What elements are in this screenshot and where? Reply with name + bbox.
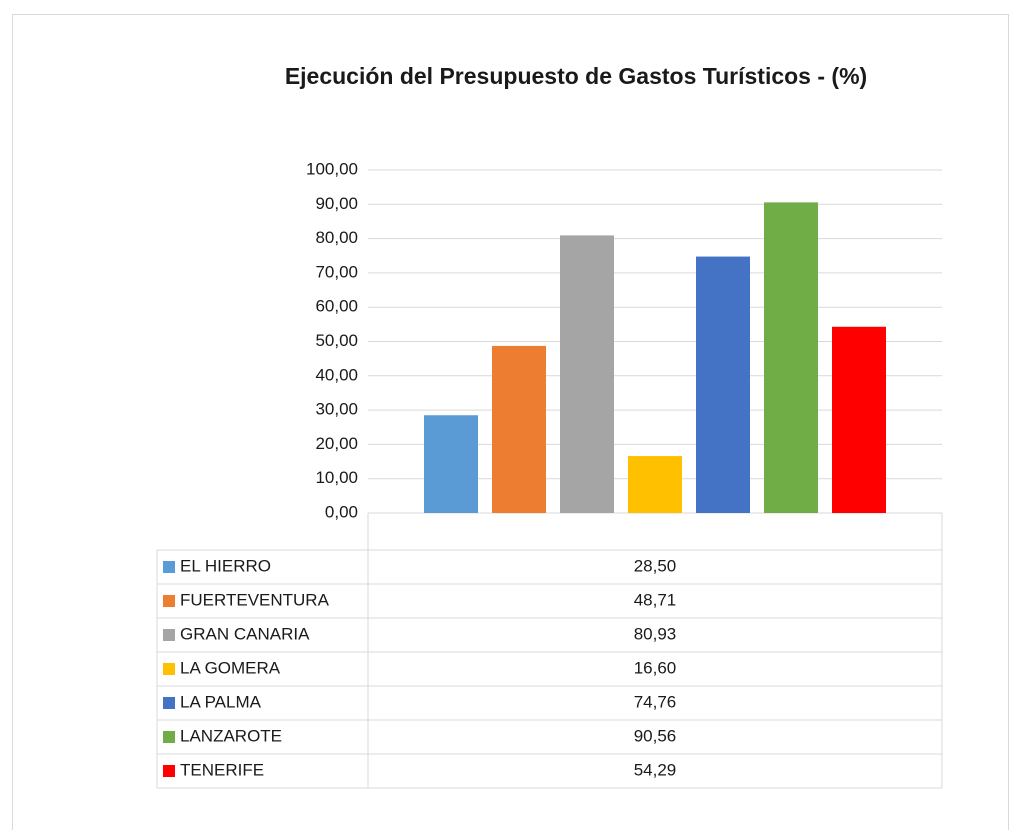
bar xyxy=(492,345,546,513)
legend-key xyxy=(163,697,175,709)
y-tick-label: 70,00 xyxy=(315,262,358,281)
chart-title: Ejecución del Presupuesto de Gastos Turí… xyxy=(285,63,867,89)
table-value: 54,29 xyxy=(634,760,677,779)
y-tick-label: 80,00 xyxy=(315,228,358,247)
table-value: 80,93 xyxy=(634,624,677,643)
legend-key xyxy=(163,561,175,573)
y-tick-label: 40,00 xyxy=(315,365,358,384)
legend-label: FUERTEVENTURA xyxy=(180,590,330,609)
legend-label: TENERIFE xyxy=(180,760,264,779)
y-tick-label: 100,00 xyxy=(306,159,358,178)
y-tick-label: 50,00 xyxy=(315,331,358,350)
legend-key xyxy=(163,595,175,607)
table-value: 28,50 xyxy=(634,556,677,575)
table-value: 48,71 xyxy=(634,590,677,609)
table-value: 16,60 xyxy=(634,658,677,677)
bar xyxy=(696,256,750,513)
legend-label: GRAN CANARIA xyxy=(180,624,310,643)
y-tick-label: 0,00 xyxy=(325,502,358,521)
legend-label: LANZAROTE xyxy=(180,726,282,745)
bar xyxy=(424,415,478,513)
legend-label: LA PALMA xyxy=(180,692,262,711)
legend-label: EL HIERRO xyxy=(180,556,271,575)
legend-key xyxy=(163,663,175,675)
legend-key xyxy=(163,765,175,777)
legend-label: LA GOMERA xyxy=(180,658,281,677)
bar xyxy=(560,235,614,513)
y-tick-label: 20,00 xyxy=(315,434,358,453)
bar xyxy=(628,456,682,513)
table-value: 74,76 xyxy=(634,692,677,711)
legend-key xyxy=(163,731,175,743)
legend-key xyxy=(163,629,175,641)
bar xyxy=(764,202,818,513)
y-tick-label: 60,00 xyxy=(315,297,358,316)
y-tick-label: 30,00 xyxy=(315,400,358,419)
y-tick-label: 10,00 xyxy=(315,468,358,487)
y-tick-label: 90,00 xyxy=(315,194,358,213)
bar xyxy=(832,326,886,513)
table-value: 90,56 xyxy=(634,726,677,745)
